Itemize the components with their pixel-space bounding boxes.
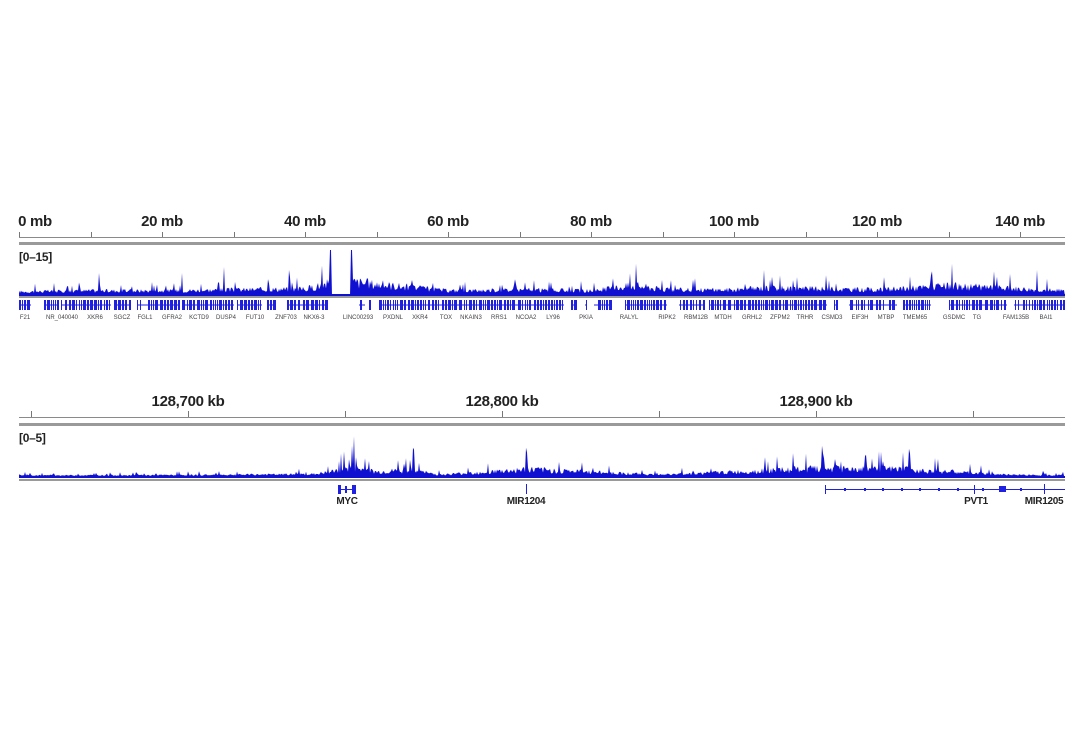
gene-label[interactable]: F21 [19, 315, 31, 321]
gene-label[interactable]: TG [972, 315, 982, 321]
gene-label[interactable]: NKX6-3 [303, 315, 325, 321]
ruler-tick [1020, 232, 1021, 237]
ruler-tick-label: 0 mb [18, 213, 52, 230]
gene-label[interactable]: LINC00293 [342, 315, 374, 321]
ruler-minor-tick [663, 232, 664, 237]
ruler-tick [502, 411, 503, 417]
track-separator [19, 296, 1065, 298]
ruler-minor-tick [659, 411, 660, 417]
gene-label[interactable]: CSMD3 [821, 315, 843, 321]
ruler-tick-label: 100 mb [709, 213, 759, 230]
gene-label[interactable]: LY96 [546, 315, 560, 321]
ruler-tick-label: 120 mb [852, 213, 902, 230]
gene-label[interactable]: RRS1 [490, 315, 508, 321]
gene-label[interactable]: MIR1205 [1024, 496, 1064, 507]
gene-label[interactable]: FUT10 [245, 315, 265, 321]
coverage-track[interactable] [19, 246, 1065, 298]
coverage-signal [19, 436, 1065, 478]
gene-label[interactable]: EIF3H [851, 315, 869, 321]
ruler-minor-tick [345, 411, 346, 417]
ruler-tick [734, 232, 735, 237]
ruler-tick-label: 128,700 kb [151, 393, 225, 410]
ruler-tick [877, 232, 878, 237]
gene-annotation-track[interactable] [19, 300, 1065, 312]
gene-label[interactable]: MIR1204 [506, 496, 546, 507]
ruler-minor-tick [973, 411, 974, 417]
mir1205-gene-model[interactable] [1044, 484, 1045, 494]
gene-label[interactable]: TMEM65 [902, 315, 928, 321]
locus-ruler[interactable]: 128,700 kb 128,800 kb 128,900 kb [19, 392, 1065, 420]
gene-label[interactable]: ZFPM2 [770, 315, 790, 321]
ruler-tick [448, 232, 449, 237]
gene-label[interactable]: XKR6 [87, 315, 103, 321]
gene-label[interactable]: FGL1 [137, 315, 153, 321]
genome-ruler[interactable]: 0 mb 20 mb 40 mb 60 mb 80 mb 100 mb 120 mb 140 … [18, 210, 1065, 238]
gene-label[interactable]: FAM135B [1002, 315, 1030, 321]
ruler-tick-label: 80 mb [570, 213, 612, 230]
locus-zoom-panel: 128,700 kb 128,800 kb 128,900 kb [0–5] MYC… [19, 392, 1065, 517]
ruler-baseline [19, 237, 1065, 238]
gene-labels: MYC MIR1204 PVT1 MIR1205 [19, 496, 1065, 510]
gene-label[interactable]: XKR4 [412, 315, 428, 321]
gene-label[interactable]: SGCZ [113, 315, 131, 321]
ruler-minor-tick [949, 232, 950, 237]
gene-label[interactable]: GRHL2 [741, 315, 763, 321]
gene-label[interactable]: GFRA2 [161, 315, 183, 321]
gene-annotation-track[interactable] [19, 484, 1065, 496]
ruler-minor-tick [31, 411, 32, 417]
coverage-track[interactable] [19, 426, 1065, 481]
ruler-tick [19, 232, 20, 237]
gene-label[interactable]: PXDNL [382, 315, 404, 321]
track-separator [19, 242, 1065, 245]
gene-label[interactable]: TOX [439, 315, 453, 321]
ruler-tick [162, 232, 163, 237]
ruler-tick [591, 232, 592, 237]
gene-label[interactable]: PVT1 [964, 496, 988, 507]
ruler-tick-label: 60 mb [427, 213, 469, 230]
track-separator [19, 423, 1065, 426]
ruler-tick-label: 20 mb [141, 213, 183, 230]
gene-label[interactable]: KCTD9 [189, 315, 209, 321]
gene-label[interactable]: MTDH [714, 315, 732, 321]
ruler-tick-label: 128,900 kb [779, 393, 853, 410]
data-range-label: [0–15] [19, 250, 52, 264]
gene-label[interactable]: BAI1 [1039, 315, 1053, 321]
ruler-tick-label: 140 mb [995, 213, 1045, 230]
ruler-baseline [19, 417, 1065, 418]
gene-label[interactable]: NCOA2 [515, 315, 537, 321]
ruler-tick [188, 411, 189, 417]
data-range-label: [0–5] [19, 431, 46, 445]
ruler-tick [305, 232, 306, 237]
gene-label[interactable]: NR_040040 [45, 315, 79, 321]
ruler-minor-tick [377, 232, 378, 237]
mir1204-gene-model[interactable] [526, 484, 527, 494]
ruler-tick-label: 40 mb [284, 213, 326, 230]
pvt1-gene-model[interactable] [825, 489, 1065, 490]
genome-overview-panel: 0 mb 20 mb 40 mb 60 mb 80 mb 100 mb 120 mb 140 … [18, 210, 1065, 330]
gene-label[interactable]: MTBP [877, 315, 895, 321]
ruler-minor-tick [806, 232, 807, 237]
track-separator [19, 479, 1065, 481]
ruler-tick [816, 411, 817, 417]
coverage-signal [19, 250, 1065, 296]
gene-label[interactable]: GSDMC [942, 315, 966, 321]
gene-labels: F21 NR_040040 XKR6 SGCZ FGL1 GFRA2 KCTD9 DUSP4 F… [19, 315, 1065, 325]
ruler-tick-label: 128,800 kb [465, 393, 539, 410]
gene-label[interactable]: NKAIN3 [460, 315, 482, 321]
gene-label[interactable]: RIPK2 [658, 315, 676, 321]
ruler-minor-tick [520, 232, 521, 237]
gene-label[interactable]: TRHR [796, 315, 814, 321]
gene-label[interactable]: RALYL [619, 315, 639, 321]
gene-label[interactable]: ZNF703 [275, 315, 297, 321]
gene-label[interactable]: DUSP4 [215, 315, 237, 321]
ruler-minor-tick [234, 232, 235, 237]
gene-label[interactable]: RBM12B [683, 315, 709, 321]
ruler-minor-tick [91, 232, 92, 237]
gene-label[interactable]: PKIA [579, 315, 593, 321]
gene-label[interactable]: MYC [336, 496, 358, 507]
